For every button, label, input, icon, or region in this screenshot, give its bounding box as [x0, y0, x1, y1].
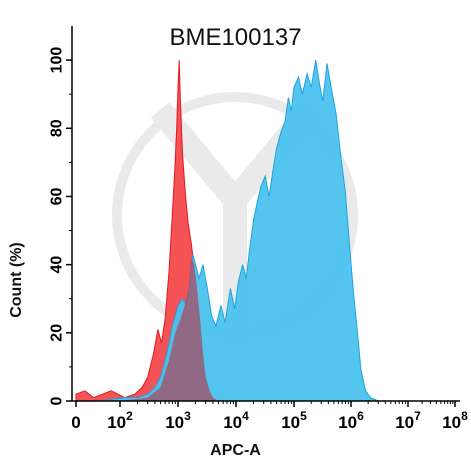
x-tick-label: 106 — [338, 409, 364, 432]
y-tick-label: 80 — [49, 119, 66, 137]
x-tick-label: 105 — [281, 409, 307, 432]
y-tick-label: 40 — [49, 256, 66, 274]
x-tick-label: 0 — [71, 413, 80, 432]
plot-area — [75, 60, 379, 402]
y-tick-label: 60 — [49, 187, 66, 205]
histogram-series-1 — [76, 60, 379, 402]
axes: 0 20 40 60 80 100 0 102 103 104 105 106 107 108 — [49, 26, 468, 432]
chart-title: BME100137 — [169, 24, 302, 51]
histogram-series-2 — [76, 257, 219, 401]
x-axis-label: APC-A — [210, 442, 261, 459]
y-tick-label: 100 — [49, 47, 66, 74]
x-tick-label: 103 — [165, 409, 191, 432]
x-tick-label: 104 — [223, 409, 249, 432]
y-tick-label: 20 — [49, 324, 66, 342]
x-tick-label: 108 — [442, 409, 468, 432]
x-tick-label: 107 — [395, 409, 421, 432]
y-axis-label: Count (%) — [8, 242, 25, 318]
x-tick-label: 102 — [107, 409, 133, 432]
y-tick-label: 0 — [49, 396, 66, 405]
